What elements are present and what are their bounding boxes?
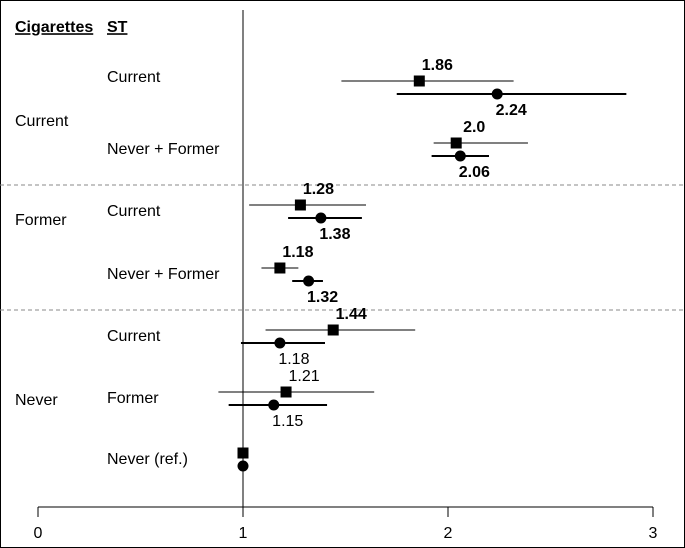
value-label: 1.38: [319, 226, 350, 243]
value-label: 2.24: [496, 102, 527, 119]
column-header: Cigarettes: [15, 19, 93, 36]
group-label: Former: [15, 212, 67, 229]
row-label: Current: [107, 328, 161, 345]
point-circle: [315, 212, 327, 224]
point-square: [450, 137, 462, 149]
point-square: [413, 75, 425, 87]
value-label: 2.0: [463, 119, 485, 136]
point-circle: [454, 150, 466, 162]
column-header: ST: [107, 19, 128, 36]
row-label: Never + Former: [107, 266, 220, 283]
row-label: Never (ref.): [107, 451, 188, 468]
value-label: 1.18: [282, 244, 313, 261]
value-label: 1.18: [278, 351, 309, 368]
row-label: Current: [107, 69, 161, 86]
value-label: 2.06: [459, 164, 490, 181]
value-label: 1.86: [422, 57, 453, 74]
value-label: 1.28: [303, 181, 334, 198]
x-tick-label: 0: [34, 525, 43, 542]
x-tick-label: 2: [444, 525, 453, 542]
value-label: 1.21: [288, 368, 319, 385]
point-square: [274, 262, 286, 274]
row-label: Former: [107, 390, 159, 407]
point-square: [237, 447, 249, 459]
row-label: Never + Former: [107, 141, 220, 158]
point-square: [294, 199, 306, 211]
point-circle: [491, 88, 503, 100]
row-label: Current: [107, 203, 161, 220]
point-circle: [274, 337, 286, 349]
point-square: [280, 386, 292, 398]
x-tick-label: 1: [239, 525, 248, 542]
point-circle: [237, 460, 249, 472]
group-label: Never: [15, 392, 58, 409]
group-label: Current: [15, 113, 69, 130]
x-tick-label: 3: [649, 525, 658, 542]
value-label: 1.15: [272, 413, 303, 430]
point-square: [327, 324, 339, 336]
value-label: 1.44: [336, 306, 367, 323]
value-label: 1.32: [307, 289, 338, 306]
point-circle: [268, 399, 280, 411]
point-circle: [303, 275, 315, 287]
